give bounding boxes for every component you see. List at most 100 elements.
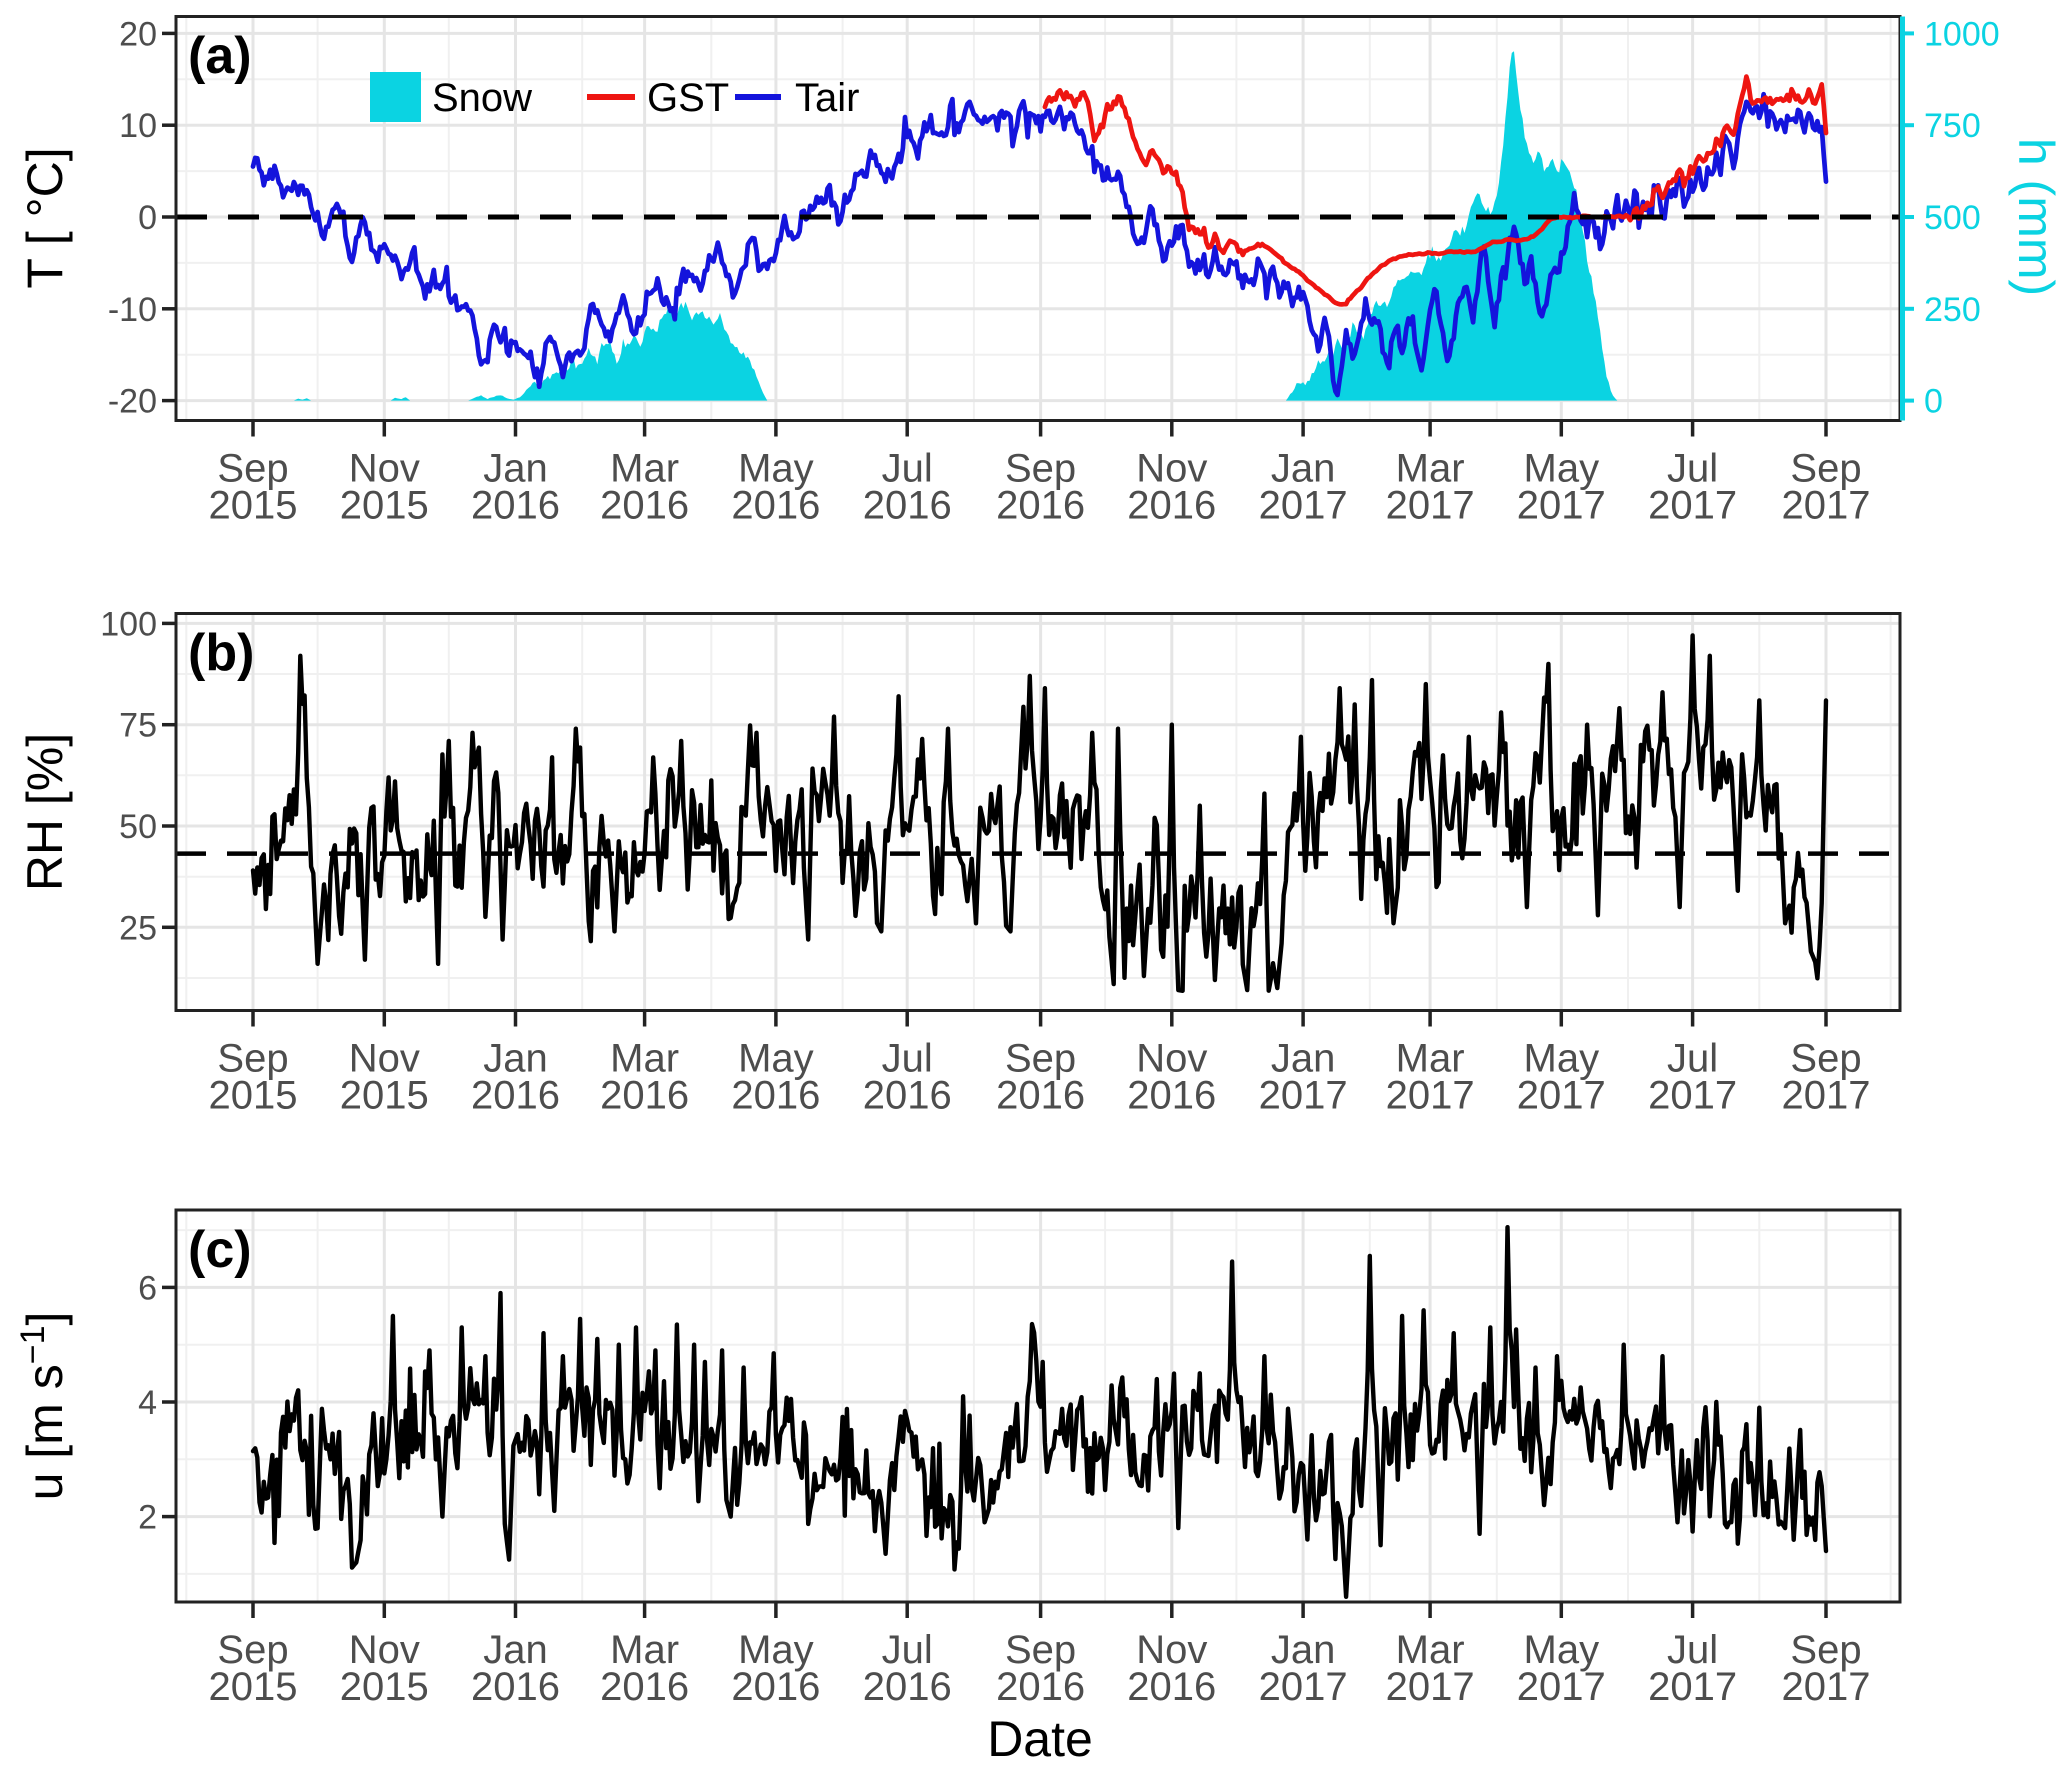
svg-text:Jan: Jan [1271, 447, 1336, 491]
svg-text:Mar: Mar [1396, 1628, 1465, 1672]
svg-text:Nov: Nov [1136, 447, 1207, 491]
svg-text:2015: 2015 [340, 1074, 429, 1118]
svg-text:2015: 2015 [209, 1074, 298, 1118]
svg-text:2017: 2017 [1386, 484, 1475, 528]
svg-text:75: 75 [119, 707, 157, 745]
svg-text:50: 50 [119, 808, 157, 846]
svg-text:2016: 2016 [471, 1665, 560, 1709]
svg-text:Jul: Jul [882, 1628, 933, 1672]
svg-text:Sep: Sep [1005, 1037, 1076, 1081]
svg-text:2015: 2015 [209, 484, 298, 528]
svg-text:May: May [738, 1037, 814, 1081]
svg-text:Sep: Sep [1790, 447, 1861, 491]
svg-text:2017: 2017 [1259, 484, 1348, 528]
svg-text:2016: 2016 [863, 484, 952, 528]
svg-text:h (mm): h (mm) [2008, 138, 2064, 296]
svg-text:100: 100 [100, 605, 157, 643]
svg-text:20: 20 [119, 15, 157, 53]
svg-text:2015: 2015 [340, 484, 429, 528]
svg-text:4: 4 [138, 1384, 157, 1422]
svg-text:2017: 2017 [1386, 1074, 1475, 1118]
svg-text:2017: 2017 [1386, 1665, 1475, 1709]
svg-text:Jul: Jul [882, 447, 933, 491]
svg-text:May: May [738, 447, 814, 491]
svg-text:750: 750 [1924, 107, 1981, 145]
svg-text:2: 2 [138, 1499, 157, 1537]
svg-text:Nov: Nov [1136, 1037, 1207, 1081]
svg-text:Jan: Jan [1271, 1037, 1336, 1081]
svg-text:Mar: Mar [610, 1628, 679, 1672]
svg-text:Jul: Jul [1667, 1628, 1718, 1672]
svg-text:Jul: Jul [882, 1037, 933, 1081]
svg-text:2017: 2017 [1517, 484, 1606, 528]
svg-text:500: 500 [1924, 199, 1981, 237]
svg-text:Sep: Sep [217, 1037, 288, 1081]
svg-text:2017: 2017 [1782, 484, 1871, 528]
svg-text:10: 10 [119, 107, 157, 145]
svg-text:GST: GST [647, 76, 729, 120]
svg-text:Jul: Jul [1667, 1037, 1718, 1081]
svg-text:May: May [1524, 1628, 1600, 1672]
svg-text:2016: 2016 [1127, 1074, 1216, 1118]
svg-text:Mar: Mar [610, 447, 679, 491]
svg-text:2017: 2017 [1517, 1074, 1606, 1118]
svg-text:2017: 2017 [1782, 1665, 1871, 1709]
svg-text:250: 250 [1924, 291, 1981, 329]
svg-text:2016: 2016 [863, 1665, 952, 1709]
svg-text:2017: 2017 [1259, 1074, 1348, 1118]
svg-text:(c): (c) [188, 1221, 252, 1279]
svg-text:Jan: Jan [483, 1628, 548, 1672]
svg-text:2016: 2016 [731, 1074, 820, 1118]
svg-text:Jan: Jan [1271, 1628, 1336, 1672]
svg-text:-10: -10 [108, 291, 157, 329]
svg-text:Sep: Sep [1005, 1628, 1076, 1672]
svg-text:(b): (b) [188, 624, 254, 682]
svg-text:Nov: Nov [349, 1628, 420, 1672]
svg-text:Date: Date [987, 1711, 1093, 1767]
svg-text:Mar: Mar [1396, 447, 1465, 491]
svg-text:RH [%]: RH [%] [17, 733, 73, 891]
svg-text:Jan: Jan [483, 1037, 548, 1081]
svg-text:Sep: Sep [1790, 1628, 1861, 1672]
svg-text:2016: 2016 [1127, 1665, 1216, 1709]
svg-text:2016: 2016 [863, 1074, 952, 1118]
svg-text:Nov: Nov [1136, 1628, 1207, 1672]
svg-text:May: May [738, 1628, 814, 1672]
svg-text:2016: 2016 [1127, 484, 1216, 528]
svg-text:Mar: Mar [610, 1037, 679, 1081]
svg-text:2017: 2017 [1648, 1074, 1737, 1118]
svg-text:2017: 2017 [1259, 1665, 1348, 1709]
svg-text:6: 6 [138, 1269, 157, 1307]
svg-text:2017: 2017 [1517, 1665, 1606, 1709]
svg-text:2017: 2017 [1648, 1665, 1737, 1709]
svg-text:25: 25 [119, 909, 157, 947]
svg-text:Snow: Snow [432, 76, 532, 120]
svg-text:Sep: Sep [217, 1628, 288, 1672]
svg-text:2016: 2016 [471, 484, 560, 528]
svg-text:May: May [1524, 447, 1600, 491]
svg-text:Nov: Nov [349, 1037, 420, 1081]
svg-text:0: 0 [138, 199, 157, 237]
svg-text:2015: 2015 [340, 1665, 429, 1709]
svg-text:2017: 2017 [1648, 484, 1737, 528]
svg-text:2016: 2016 [600, 1665, 689, 1709]
svg-text:2016: 2016 [996, 484, 1085, 528]
svg-text:-20: -20 [108, 383, 157, 421]
svg-text:0: 0 [1924, 383, 1943, 421]
svg-text:T [ °C]: T [ °C] [17, 147, 73, 288]
svg-text:2016: 2016 [996, 1074, 1085, 1118]
svg-text:Nov: Nov [349, 447, 420, 491]
svg-text:Jul: Jul [1667, 447, 1718, 491]
svg-text:2016: 2016 [471, 1074, 560, 1118]
svg-text:Jan: Jan [483, 447, 548, 491]
svg-text:Sep: Sep [1790, 1037, 1861, 1081]
svg-text:2015: 2015 [209, 1665, 298, 1709]
svg-text:2016: 2016 [600, 1074, 689, 1118]
svg-text:May: May [1524, 1037, 1600, 1081]
svg-text:Mar: Mar [1396, 1037, 1465, 1081]
svg-text:(a): (a) [188, 27, 252, 85]
svg-text:1000: 1000 [1924, 15, 2000, 53]
svg-text:2016: 2016 [731, 1665, 820, 1709]
svg-text:2016: 2016 [600, 484, 689, 528]
svg-text:2016: 2016 [996, 1665, 1085, 1709]
